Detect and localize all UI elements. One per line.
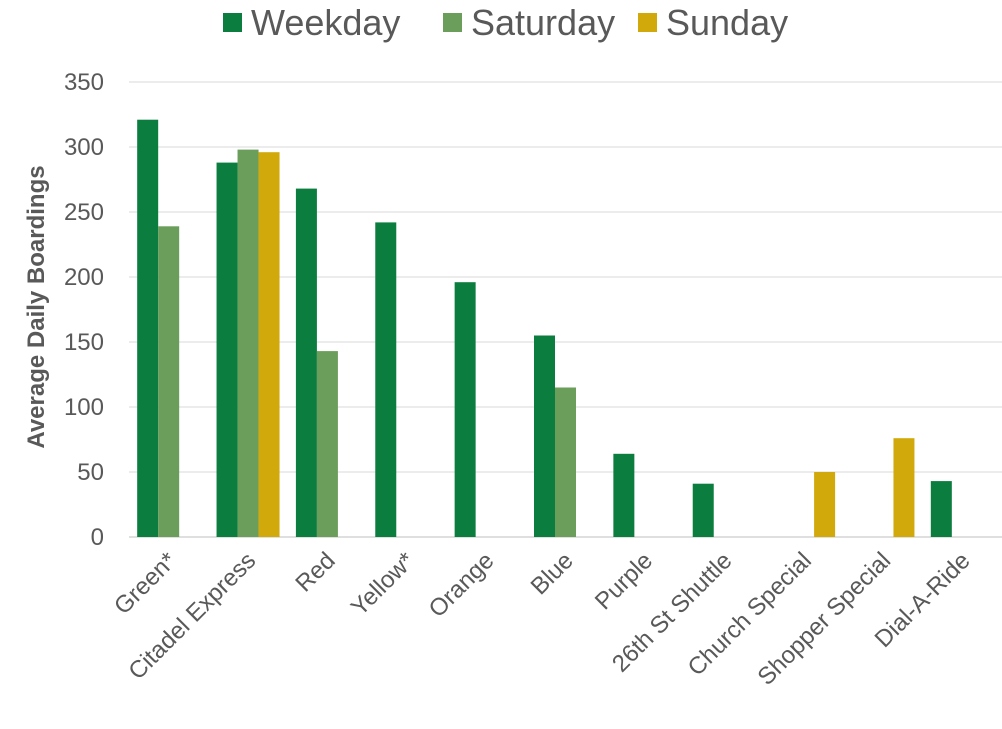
bar-sunday-shopper-special <box>893 438 915 537</box>
y-tick-label: 250 <box>64 199 104 226</box>
bar-saturday-blue <box>555 387 576 537</box>
y-tick-label: 200 <box>64 264 104 291</box>
legend-label-saturday: Saturday <box>471 2 615 43</box>
bar-weekday-green <box>137 119 159 537</box>
x-tick-label: Red <box>290 547 340 597</box>
legend-label-weekday: Weekday <box>251 2 400 43</box>
y-tick-label: 100 <box>64 394 104 421</box>
bar-weekday-26th-st-shuttle <box>692 483 714 537</box>
bar-sunday-citadel-express <box>258 152 280 537</box>
y-axis-ticks: 0 50 100 150 200 250 300 350 <box>64 69 104 551</box>
y-axis-title: Average Daily Boardings <box>23 165 50 448</box>
legend-swatch-sunday <box>638 13 657 32</box>
bar-saturday-green <box>158 226 180 538</box>
x-axis-ticks: Green*Citadel Express Red Yellow* Orange Blu… <box>109 547 976 691</box>
y-tick-label: 50 <box>77 459 104 486</box>
bar-sunday-church-special <box>814 472 836 537</box>
x-tick-label: Purple <box>590 547 658 615</box>
x-tick-label: Green* <box>109 547 182 620</box>
y-tick-label: 300 <box>64 134 104 161</box>
bar-weekday-yellow <box>375 222 397 537</box>
x-tick-label: Shopper Special <box>753 547 897 691</box>
x-tick-label: Orange <box>424 547 500 623</box>
y-tick-label: 0 <box>91 524 104 551</box>
bar-weekday-red <box>295 188 317 537</box>
legend: Weekday Saturday Sunday <box>223 2 788 43</box>
bar-weekday-blue <box>534 335 555 537</box>
y-tick-label: 150 <box>64 329 104 356</box>
legend-swatch-weekday <box>223 13 242 32</box>
bar-weekday-dial-a-ride <box>930 481 952 537</box>
bar-weekday-purple <box>613 453 635 537</box>
bars <box>137 119 952 538</box>
y-tick-label: 350 <box>64 69 104 96</box>
bar-saturday-citadel-express <box>237 149 259 537</box>
bar-weekday-citadel-express <box>216 162 238 537</box>
bar-saturday-red <box>316 351 338 537</box>
x-tick-label: Yellow* <box>346 547 420 621</box>
bar-weekday-orange <box>454 282 476 537</box>
legend-swatch-saturday <box>443 13 462 32</box>
x-tick-label: Blue <box>526 547 579 600</box>
legend-label-sunday: Sunday <box>666 2 788 43</box>
